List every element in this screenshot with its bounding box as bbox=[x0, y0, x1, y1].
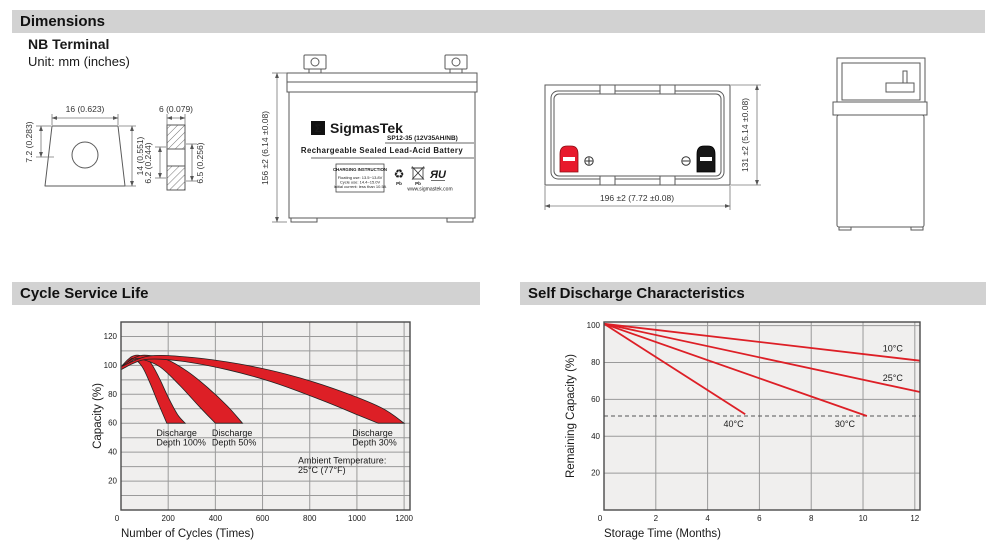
ul-recognized-icon: ЯU bbox=[429, 169, 447, 181]
line-25°C bbox=[603, 322, 921, 393]
x-tick-label: 4 bbox=[705, 514, 710, 523]
band-label: Discharge bbox=[212, 428, 253, 438]
x-axis-label: Number of Cycles (Times) bbox=[121, 528, 254, 540]
battery-depth-label: 131 ±2 (5.14 ±0.08) bbox=[740, 98, 750, 172]
charging-title: CHARGING INSTRUCTION bbox=[333, 167, 387, 172]
pb-label-1: Pb bbox=[396, 181, 402, 186]
terminal-type-label: NB Terminal bbox=[28, 36, 110, 52]
plot-frame bbox=[603, 321, 921, 511]
band-label: Depth 50% bbox=[212, 438, 257, 448]
battery-height-label: 156 ±2 (6.14 ±0.08) bbox=[260, 111, 270, 185]
x-tick-label: 12 bbox=[910, 514, 919, 523]
terminal-side-drawing: 6 (0.079) 6.2 (0.244) 6.5 (0.256) bbox=[143, 104, 205, 191]
y-axis-label: Remaining Capacity (%) bbox=[565, 354, 577, 478]
battery-top-drawing: 196 ±2 (7.72 ±0.08) 131 ±2 (5.14 ±0.08) bbox=[544, 84, 761, 210]
line-40°C bbox=[603, 323, 746, 415]
x-tick-label: 400 bbox=[209, 514, 223, 523]
battery-label: Σ SigmasTek SP12-35 (12V35AH/NB) Recharg… bbox=[301, 120, 474, 193]
y-tick-label: 80 bbox=[591, 358, 600, 367]
band-label: Depth 100% bbox=[156, 438, 206, 448]
x-tick-label: 2 bbox=[654, 514, 659, 523]
terminal-front-drawing: 16 (0.623) 7.2 (0.283) 14 (0.551) bbox=[24, 104, 145, 187]
battery-type-subtitle: Rechargeable Sealed Lead-Acid Battery bbox=[301, 146, 463, 155]
cycle-service-life-header: Cycle Service Life bbox=[12, 282, 480, 305]
terminal-side-outer-height-label: 6.5 (0.256) bbox=[195, 142, 205, 183]
charging-line-3: Initial current: less than 10.5A bbox=[334, 184, 387, 189]
model-number: SP12-35 (12V35AH/NB) bbox=[387, 135, 458, 142]
charging-instruction-box bbox=[335, 163, 385, 193]
self-discharge-chart: 10°C 25°C 30°C 40°C 20 40 60 80 100 0 2 4 6 8 10 12 Stor… bbox=[565, 321, 921, 540]
recycle-pb-icon: ♻ bbox=[394, 167, 405, 181]
unit-note: Unit: mm (inches) bbox=[28, 54, 130, 69]
annotation: 25°C (77°F) bbox=[298, 465, 346, 475]
x-axis-label: Storage Time (Months) bbox=[604, 528, 721, 540]
series-label: 40°C bbox=[723, 419, 744, 429]
battery-front-drawing: Σ SigmasTek SP12-35 (12V35AH/NB) Recharg… bbox=[260, 54, 478, 223]
y-tick-label: 60 bbox=[591, 395, 600, 404]
annotation: Ambient Temperature: bbox=[298, 456, 386, 466]
x-tick-label: 0 bbox=[115, 514, 120, 523]
band-label: Discharge bbox=[156, 428, 197, 438]
terminal-side-inner-height-label: 6.2 (0.244) bbox=[143, 142, 153, 183]
x-tick-label: 8 bbox=[809, 514, 814, 523]
y-axis-label: Capacity (%) bbox=[92, 383, 104, 449]
pb-label-2: Pb bbox=[415, 181, 421, 186]
x-tick-label: 0 bbox=[598, 514, 603, 523]
y-tick-label: 40 bbox=[108, 448, 117, 457]
dimensions-drawings: 16 (0.623) 7.2 (0.283) 14 (0.551) 6 (0.0… bbox=[24, 54, 928, 231]
charging-line-2: Cycle use: 14.4~15.0V bbox=[340, 180, 381, 185]
terminal-front-height-label: 14 (0.551) bbox=[135, 136, 145, 175]
x-tick-label: 800 bbox=[303, 514, 317, 523]
logo-sigma-glyph: Σ bbox=[315, 123, 322, 135]
terminal-front-width-label: 16 (0.623) bbox=[66, 104, 105, 114]
band-label: Depth 30% bbox=[352, 438, 397, 448]
website-url: www.sigmastek.com bbox=[407, 187, 452, 193]
battery-side-drawing bbox=[832, 57, 928, 231]
x-tick-label: 6 bbox=[757, 514, 762, 523]
y-tick-label: 20 bbox=[108, 477, 117, 486]
line-30°C bbox=[603, 322, 868, 417]
band-label: Discharge bbox=[352, 428, 393, 438]
series-label: 10°C bbox=[883, 343, 904, 353]
brand-name: SigmasTek bbox=[330, 120, 403, 136]
series-label: 25°C bbox=[883, 373, 904, 383]
crossed-bin-pb-icon bbox=[411, 166, 425, 180]
y-tick-label: 60 bbox=[108, 419, 117, 428]
sigmastek-logo-icon bbox=[311, 121, 325, 135]
battery-width-label: 196 ±2 (7.72 ±0.08) bbox=[600, 193, 674, 203]
x-tick-label: 10 bbox=[859, 514, 868, 523]
plot-frame bbox=[120, 321, 411, 511]
x-tick-label: 1200 bbox=[395, 514, 413, 523]
charging-line-1: Floating use: 13.5~13.8V bbox=[338, 175, 383, 180]
y-tick-label: 40 bbox=[591, 432, 600, 441]
y-tick-label: 120 bbox=[104, 332, 118, 341]
line-10°C bbox=[603, 322, 921, 362]
y-tick-label: 20 bbox=[591, 469, 600, 478]
self-discharge-header: Self Discharge Characteristics bbox=[520, 282, 986, 305]
terminal-front-upper-height-label: 7.2 (0.283) bbox=[24, 121, 34, 162]
dimensions-section-header: Dimensions bbox=[12, 10, 985, 33]
x-tick-label: 1000 bbox=[348, 514, 366, 523]
positive-symbol bbox=[584, 156, 594, 166]
y-tick-label: 80 bbox=[108, 390, 117, 399]
series-label: 30°C bbox=[835, 419, 856, 429]
terminal-side-width-label: 6 (0.079) bbox=[159, 104, 193, 114]
x-tick-label: 200 bbox=[162, 514, 176, 523]
negative-symbol bbox=[681, 156, 691, 166]
y-tick-label: 100 bbox=[104, 361, 118, 370]
y-tick-label: 100 bbox=[587, 321, 601, 330]
band-Discharge Depth 30% bbox=[120, 354, 406, 424]
x-tick-label: 600 bbox=[256, 514, 270, 523]
